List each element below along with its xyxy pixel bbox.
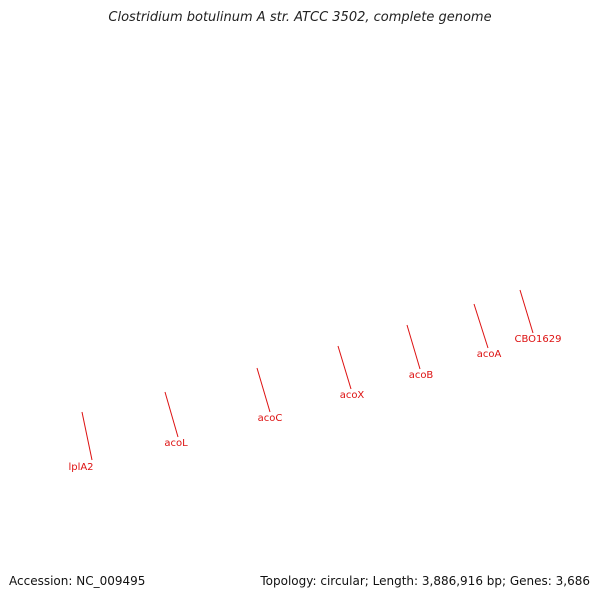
gene-label: acoB (409, 370, 434, 381)
gene-label: acoX (340, 390, 365, 401)
gene-label: acoC (258, 413, 283, 424)
accession-text: Accession: NC_009495 (9, 574, 146, 588)
gene-leader-line (473, 303, 489, 349)
gene-leader-line (164, 391, 179, 438)
gene-leader-line (337, 345, 352, 390)
gene-leader-line (81, 411, 93, 461)
genome-summary-text: Topology: circular; Length: 3,886,916 bp… (260, 574, 590, 588)
gene-leader-line (406, 324, 421, 370)
gene-label: lplA2 (68, 462, 93, 473)
gene-label: acoL (164, 438, 188, 449)
map-title: Clostridium botulinum A str. ATCC 3502, … (108, 10, 492, 25)
gene-leader-line (519, 289, 534, 334)
gene-label: acoA (477, 349, 502, 360)
gene-label: CBO1629 (515, 334, 562, 345)
gene-leader-line (256, 367, 271, 413)
